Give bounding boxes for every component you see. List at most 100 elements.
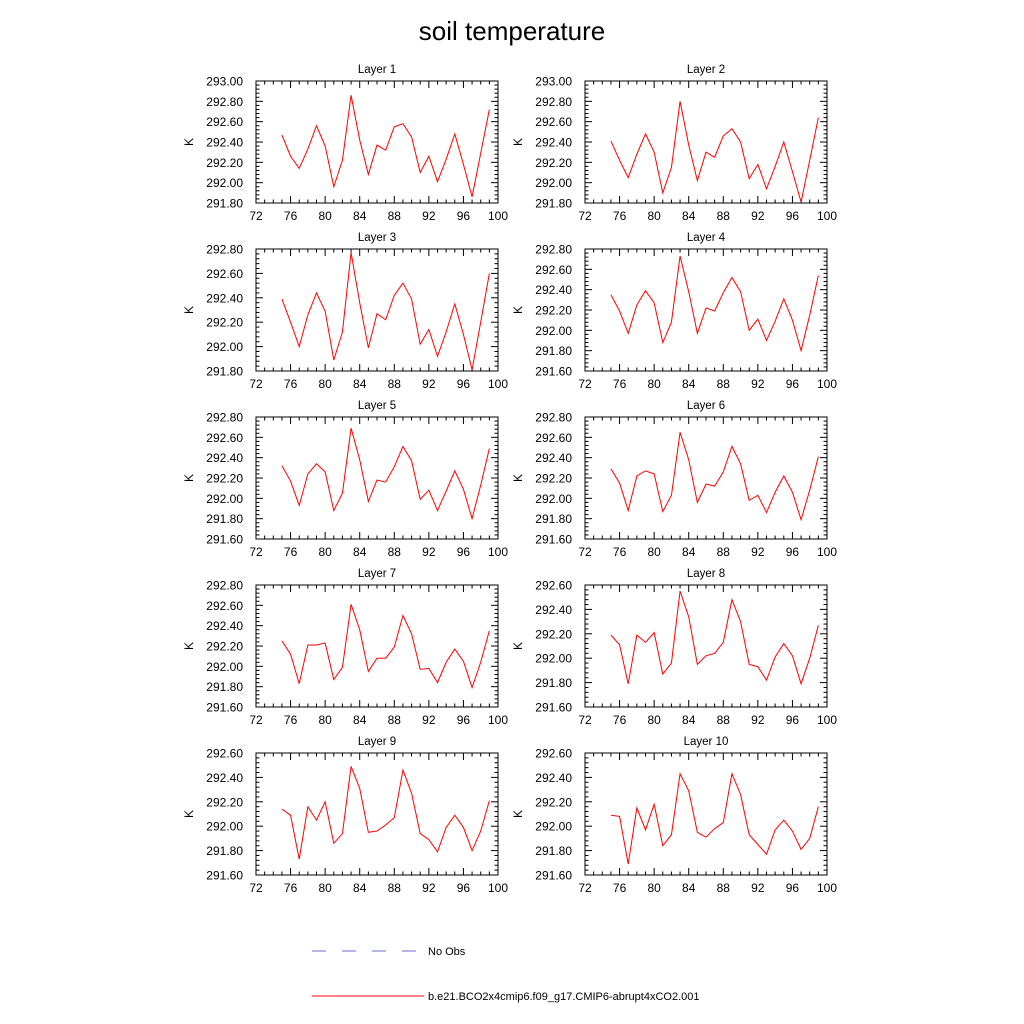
legend-label-no-obs: No Obs: [428, 946, 466, 958]
y-tick-label: 292.60: [535, 747, 572, 761]
x-tick-label: 92: [422, 377, 436, 391]
x-tick-label: 100: [488, 881, 508, 895]
x-tick-label: 96: [457, 377, 471, 391]
y-tick-label: 292.00: [206, 176, 243, 190]
panel-frame: [584, 416, 828, 540]
y-axis-label: K: [511, 138, 525, 146]
x-tick-label: 80: [647, 209, 661, 223]
y-tick-label: 292.80: [206, 95, 243, 109]
panel-title: Layer 7: [358, 568, 396, 580]
x-tick-label: 88: [388, 713, 402, 727]
legend-item-no-obs: No Obs: [312, 946, 466, 958]
x-tick-label: 88: [388, 209, 402, 223]
y-tick-label: 292.80: [535, 95, 572, 109]
x-tick-label: 84: [353, 377, 367, 391]
x-tick-label: 96: [786, 713, 800, 727]
x-tick-label: 72: [578, 881, 592, 895]
panel-layer-4: Layer 4 K 72 76 80 84 88 92 96 100 291.60 291.80 292…: [511, 232, 837, 391]
y-tick-label: 292.40: [206, 451, 243, 465]
x-tick-label: 88: [388, 377, 402, 391]
y-tick-label: 293.00: [535, 75, 572, 89]
x-tick-label: 92: [751, 713, 765, 727]
x-tick-label: 96: [457, 545, 471, 559]
x-tick-label: 84: [353, 209, 367, 223]
y-tick-label: 291.80: [535, 512, 572, 526]
panel-layer-1: Layer 1 K 72 76 80 84 88 92 96 100 291.80 292.00 292…: [182, 64, 508, 223]
x-tick-label: 72: [249, 545, 263, 559]
panel-title: Layer 6: [687, 400, 725, 412]
panel-layer-3: Layer 3 K 72 76 80 84 88 92 96 100 291.80 292.00 292…: [182, 232, 508, 391]
series-line-layer-9: [281, 766, 490, 860]
y-tick-label: 292.60: [206, 115, 243, 129]
y-tick-label: 292.40: [535, 603, 572, 617]
x-tick-label: 84: [682, 209, 696, 223]
x-tick-label: 72: [578, 209, 592, 223]
x-tick-label: 88: [717, 713, 731, 727]
y-tick-label: 292.60: [535, 431, 572, 445]
y-tick-label: 292.20: [535, 627, 572, 641]
x-tick-label: 96: [457, 713, 471, 727]
x-tick-label: 84: [353, 713, 367, 727]
y-tick-label: 292.40: [206, 619, 243, 633]
y-axis-label: K: [182, 810, 196, 818]
x-tick-label: 100: [488, 209, 508, 223]
panel-title: Layer 5: [358, 400, 396, 412]
y-tick-label: 292.80: [206, 411, 243, 425]
x-tick-label: 100: [817, 377, 837, 391]
y-tick-label: 291.80: [535, 344, 572, 358]
series-line-layer-2: [610, 101, 819, 203]
y-tick-label: 292.00: [535, 324, 572, 338]
panel-frame: [255, 752, 499, 876]
y-axis-label: K: [511, 474, 525, 482]
x-tick-label: 92: [751, 881, 765, 895]
x-tick-label: 76: [284, 545, 298, 559]
x-tick-label: 92: [751, 209, 765, 223]
x-tick-label: 88: [717, 377, 731, 391]
y-tick-label: 291.60: [535, 533, 572, 547]
x-tick-label: 100: [817, 713, 837, 727]
series-line-layer-4: [610, 256, 819, 353]
x-tick-label: 88: [717, 545, 731, 559]
y-tick-label: 291.60: [206, 701, 243, 715]
x-tick-label: 80: [647, 881, 661, 895]
panel-layer-9: Layer 9 K 72 76 80 84 88 92 96 100 291.60 291.80 292…: [182, 736, 508, 895]
x-tick-label: 100: [817, 545, 837, 559]
y-tick-label: 292.00: [535, 492, 572, 506]
panel-frame: [584, 584, 828, 708]
x-tick-label: 92: [751, 377, 765, 391]
series-line-layer-3: [281, 252, 490, 370]
panel-layer-10: Layer 10 K 72 76 80 84 88 92 96 100 291.60 291.80 29…: [511, 736, 837, 895]
x-tick-label: 80: [318, 545, 332, 559]
y-tick-label: 291.60: [206, 533, 243, 547]
x-tick-label: 92: [422, 881, 436, 895]
y-tick-label: 291.60: [206, 869, 243, 883]
y-axis-label: K: [511, 642, 525, 650]
panel-frame: [584, 80, 828, 204]
x-tick-label: 72: [249, 209, 263, 223]
x-tick-label: 76: [613, 377, 627, 391]
y-axis-label: K: [182, 306, 196, 314]
x-tick-label: 100: [488, 713, 508, 727]
x-tick-label: 100: [488, 377, 508, 391]
x-tick-label: 84: [682, 545, 696, 559]
y-tick-label: 291.60: [535, 701, 572, 715]
panel-title: Layer 9: [358, 736, 396, 748]
series-line-layer-6: [610, 432, 819, 522]
x-tick-label: 100: [817, 881, 837, 895]
y-axis-label: K: [182, 642, 196, 650]
series-line-layer-10: [610, 771, 819, 865]
panel-layer-8: Layer 8 K 72 76 80 84 88 92 96 100 291.60 291.80 292…: [511, 568, 837, 727]
x-tick-label: 84: [682, 377, 696, 391]
y-axis-label: K: [511, 810, 525, 818]
y-tick-label: 291.80: [206, 365, 243, 379]
x-tick-label: 80: [318, 377, 332, 391]
y-tick-label: 292.20: [206, 640, 243, 654]
y-tick-label: 292.40: [535, 771, 572, 785]
y-tick-label: 292.20: [535, 795, 572, 809]
y-tick-label: 292.40: [206, 136, 243, 150]
panel-frame: [255, 416, 499, 540]
panel-frame: [255, 584, 499, 708]
y-tick-label: 293.00: [206, 75, 243, 89]
y-tick-label: 292.00: [206, 660, 243, 674]
panel-title: Layer 8: [687, 568, 725, 580]
